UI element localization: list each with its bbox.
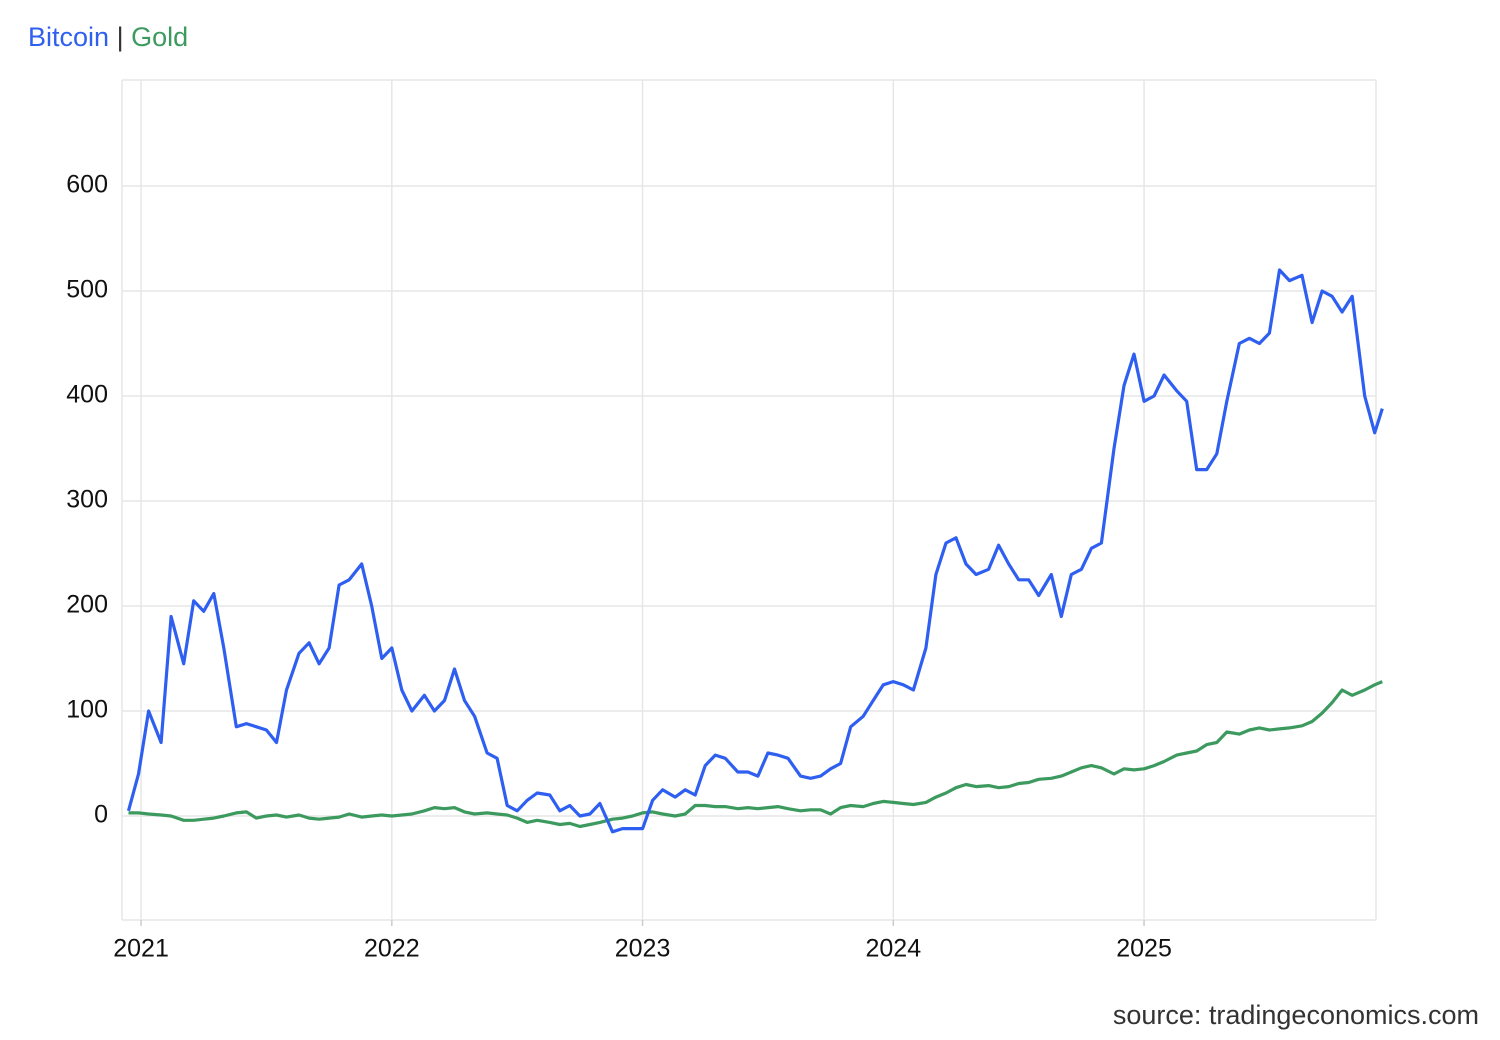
x-tick-label: 2023 [615,935,671,963]
x-tick-label: 2025 [1116,935,1172,963]
legend-entry: Gold [131,22,189,52]
y-tick-label: 100 [66,696,108,724]
x-tick-label: 2022 [364,935,420,963]
x-tick-label: 2021 [113,935,169,963]
y-tick-label: 400 [66,381,108,409]
y-tick-label: 600 [66,171,108,199]
x-tick-label: 2024 [865,935,921,963]
legend-separator: | [116,22,124,52]
y-tick-label: 300 [66,486,108,514]
legend: Bitcoin | Gold [28,22,188,53]
y-tick-label: 500 [66,276,108,304]
data-line [126,268,1384,834]
legend-entry: Bitcoin [28,22,110,52]
source-note: source: tradingeconomics.com [1112,1000,1479,1030]
data-line [128,680,1383,829]
y-tick-label: 200 [66,591,108,619]
y-tick-label: 0 [94,801,108,829]
